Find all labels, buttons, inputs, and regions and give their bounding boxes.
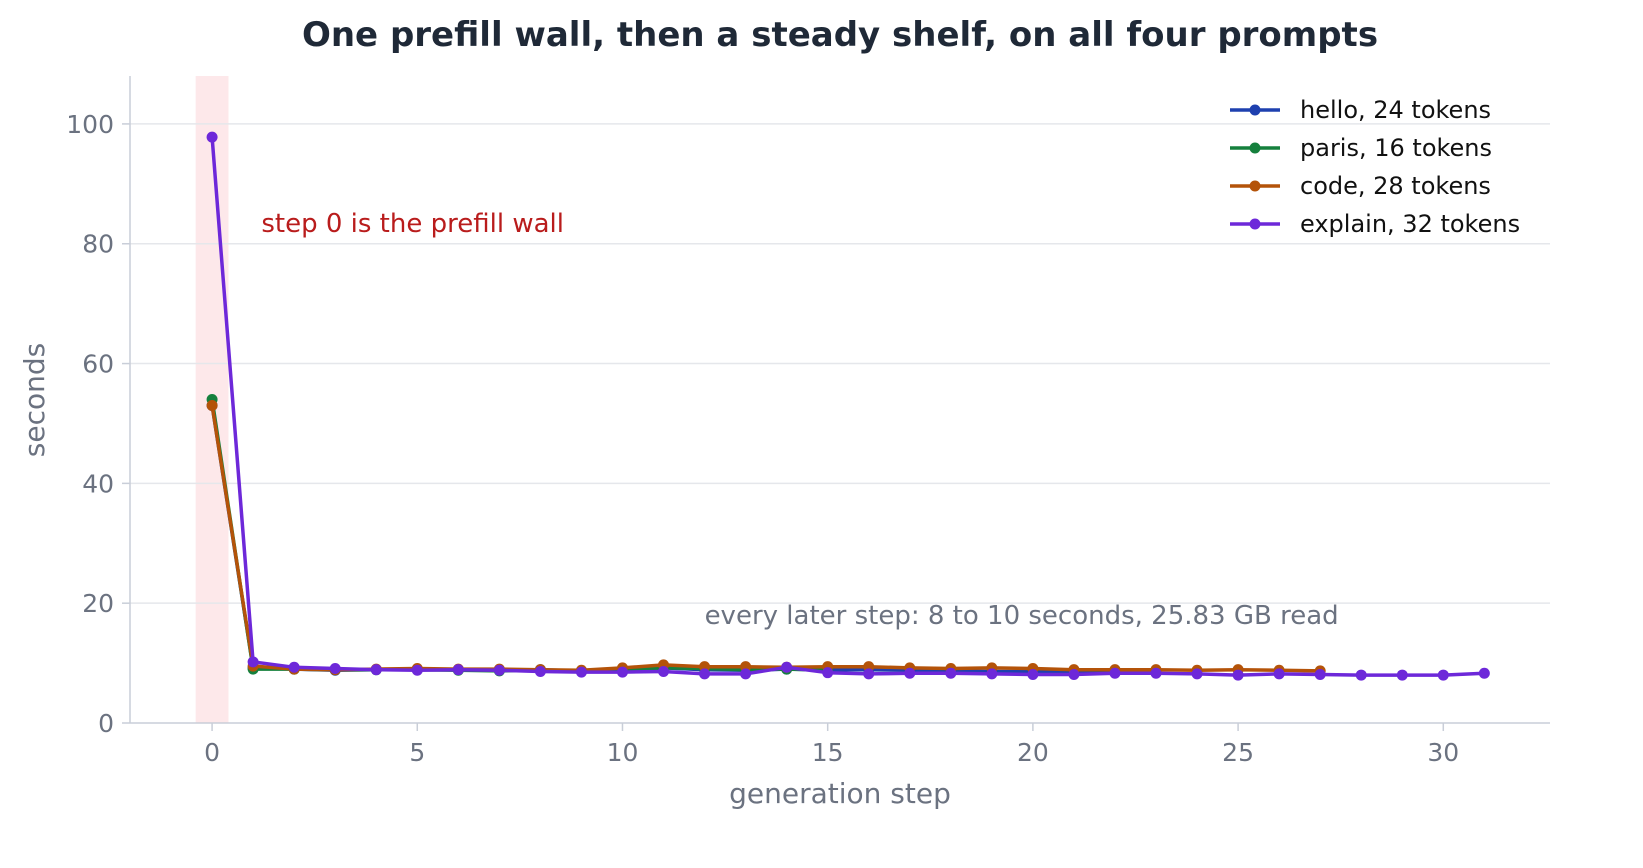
steady-shelf-annotation: every later step: 8 to 10 seconds, 25.83… (705, 601, 1339, 631)
x-tick-label: 5 (409, 738, 425, 767)
data-point (1109, 667, 1121, 679)
data-point (1150, 667, 1162, 679)
y-tick-label: 40 (82, 469, 114, 498)
data-point (288, 661, 300, 673)
data-point (1191, 668, 1203, 680)
x-tick-label: 20 (1017, 738, 1049, 767)
y-axis-label: seconds (18, 343, 51, 457)
legend-swatch-marker (1249, 218, 1261, 230)
y-tick-label: 80 (82, 230, 114, 259)
x-tick-label: 10 (607, 738, 639, 767)
legend-swatch-marker (1249, 180, 1261, 192)
y-tick-label: 0 (98, 709, 114, 738)
y-tick-label: 20 (82, 589, 114, 618)
legend-label: paris, 16 tokens (1300, 134, 1492, 162)
x-tick-label: 0 (204, 738, 220, 767)
series-layer (206, 131, 1490, 681)
series-line (210, 136, 1485, 677)
data-point (1027, 668, 1039, 680)
series-line (210, 405, 1157, 674)
legend-swatch-marker (1249, 104, 1261, 116)
data-point (616, 666, 628, 678)
legend-label: hello, 24 tokens (1300, 96, 1491, 124)
data-point (781, 661, 793, 673)
legend-label: explain, 32 tokens (1300, 210, 1520, 238)
data-point (904, 667, 916, 679)
series-1 (206, 394, 834, 677)
data-point (452, 664, 464, 676)
x-axis-label: generation step (729, 777, 951, 810)
data-point (329, 662, 341, 674)
data-point (206, 399, 218, 411)
data-point (740, 668, 752, 680)
chart-title: One prefill wall, then a steady shelf, o… (302, 15, 1378, 55)
x-tick-label: 15 (812, 738, 844, 767)
series-0 (206, 399, 1162, 678)
data-point (1068, 668, 1080, 680)
legend-item: hello, 24 tokens (1230, 96, 1491, 124)
data-point (411, 664, 423, 676)
prefill-annotation: step 0 is the prefill wall (261, 209, 564, 239)
legend-item: paris, 16 tokens (1230, 134, 1492, 162)
legend-label: code, 28 tokens (1300, 172, 1491, 200)
data-point (1314, 668, 1326, 680)
data-point (699, 668, 711, 680)
data-point (658, 665, 670, 677)
data-point (534, 665, 546, 677)
x-axis-ticks: 0 5 10 15 20 25 30 (204, 723, 1459, 767)
y-axis-ticks: 0 20 40 60 80 100 (66, 110, 130, 738)
data-point (822, 667, 834, 679)
legend-swatch-marker (1249, 142, 1261, 154)
data-point (206, 131, 218, 143)
data-point (945, 667, 957, 679)
y-tick-label: 60 (82, 350, 114, 379)
data-point (863, 668, 875, 680)
data-point (370, 664, 382, 676)
data-point (1437, 669, 1449, 681)
legend-item: code, 28 tokens (1230, 172, 1491, 200)
data-point (1232, 669, 1244, 681)
x-tick-label: 25 (1222, 738, 1254, 767)
data-point (986, 668, 998, 680)
series-2 (206, 399, 1326, 677)
legend: hello, 24 tokens paris, 16 tokens code, 28… (1230, 96, 1520, 238)
grid-lines (130, 123, 1550, 604)
data-point (1273, 668, 1285, 680)
data-point (1355, 669, 1367, 681)
data-point (1478, 667, 1490, 679)
series-3 (206, 131, 1490, 681)
x-tick-label: 30 (1427, 738, 1459, 767)
data-point (575, 666, 587, 678)
data-point (493, 664, 505, 676)
legend-item: explain, 32 tokens (1230, 210, 1520, 238)
y-tick-label: 100 (66, 110, 114, 139)
data-point (247, 656, 259, 668)
data-point (1396, 669, 1408, 681)
